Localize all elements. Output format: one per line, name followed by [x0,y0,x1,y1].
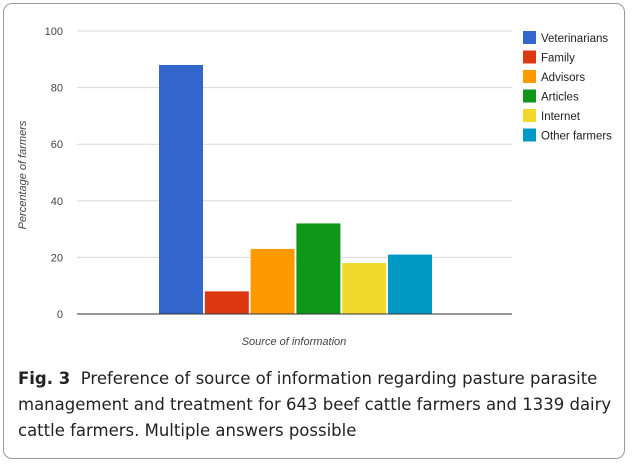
legend-label: Family [541,53,575,65]
figure-caption-text: Preference of source of information rega… [18,369,612,440]
legend-label: Articles [541,92,579,104]
y-tick-label: 40 [51,196,63,208]
bar-chart: 0 20 40 60 80 100 Source of information Perce… [17,26,612,348]
bar-advisors [250,248,295,314]
legend-label: Advisors [541,72,585,84]
legend-swatch [523,50,536,64]
legend-swatch [523,128,536,142]
y-tick-label: 80 [51,83,63,95]
legend-swatch [523,70,536,83]
y-tick-labels: 0 20 40 60 80 100 [45,26,63,321]
bar-other-farmers [388,254,432,314]
figure-caption-label: Fig. 3 [18,369,71,388]
y-tick-label: 100 [45,26,63,38]
x-axis-title: Source of information [242,336,347,348]
bar-internet [342,263,387,314]
legend-label: Other farmers [541,131,612,143]
legend-swatch [523,31,536,44]
y-axis-title: Percentage of farmers [17,120,29,229]
bar-family [204,291,249,314]
y-tick-label: 20 [51,252,63,264]
bars [159,64,432,315]
bar-veterinarians [159,64,203,315]
y-tick-label: 60 [51,139,63,151]
y-tick-label: 0 [57,309,63,321]
legend-label: Veterinarians [541,33,608,45]
legend-swatch [523,109,536,122]
figure-caption: Fig. 3 Preference of source of informati… [18,366,618,444]
legend-swatch [523,89,536,103]
gridlines [77,30,512,258]
legend: Veterinarians Family Advisors Articles Inter… [523,31,612,143]
bar-articles [296,223,341,314]
legend-label: Internet [541,111,581,123]
